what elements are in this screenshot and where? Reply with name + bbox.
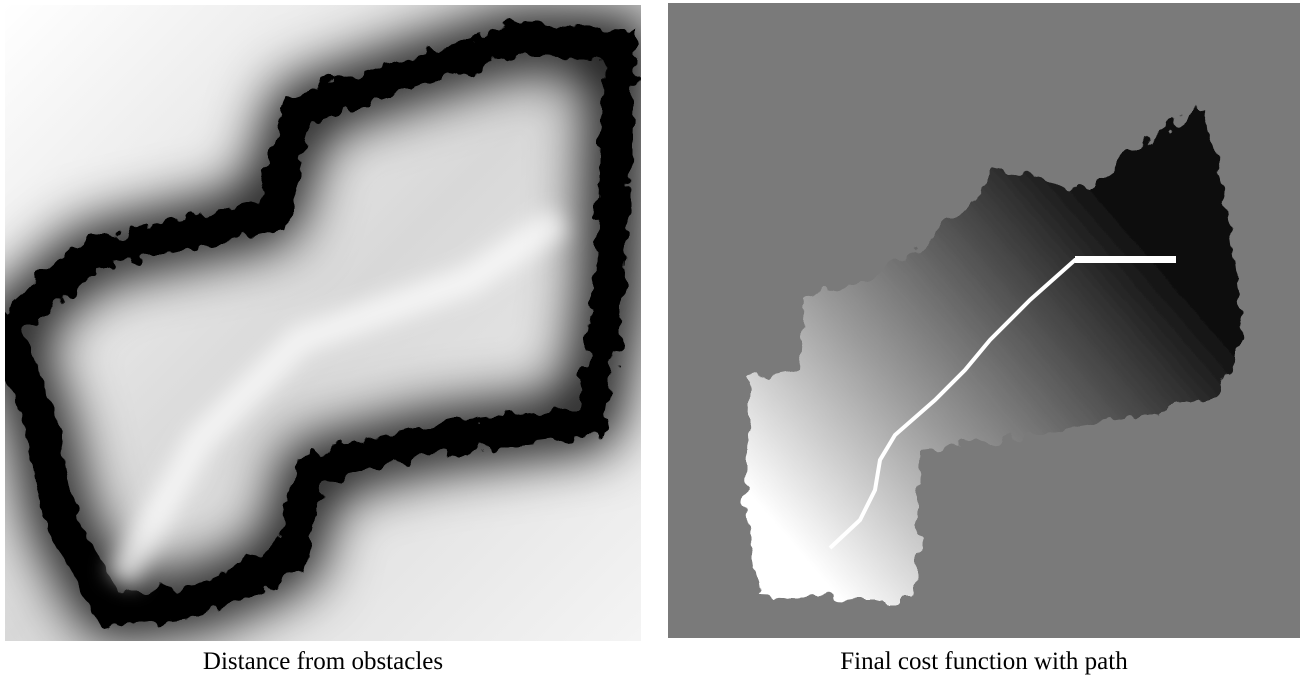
distance-map xyxy=(5,5,641,641)
page: Distance from obstacles Final cost funct… xyxy=(0,0,1304,681)
caption: Final cost function with path xyxy=(664,648,1304,676)
figure-images xyxy=(0,0,1304,645)
cost-map xyxy=(668,3,1300,638)
caption: Distance from obstacles xyxy=(3,648,643,676)
